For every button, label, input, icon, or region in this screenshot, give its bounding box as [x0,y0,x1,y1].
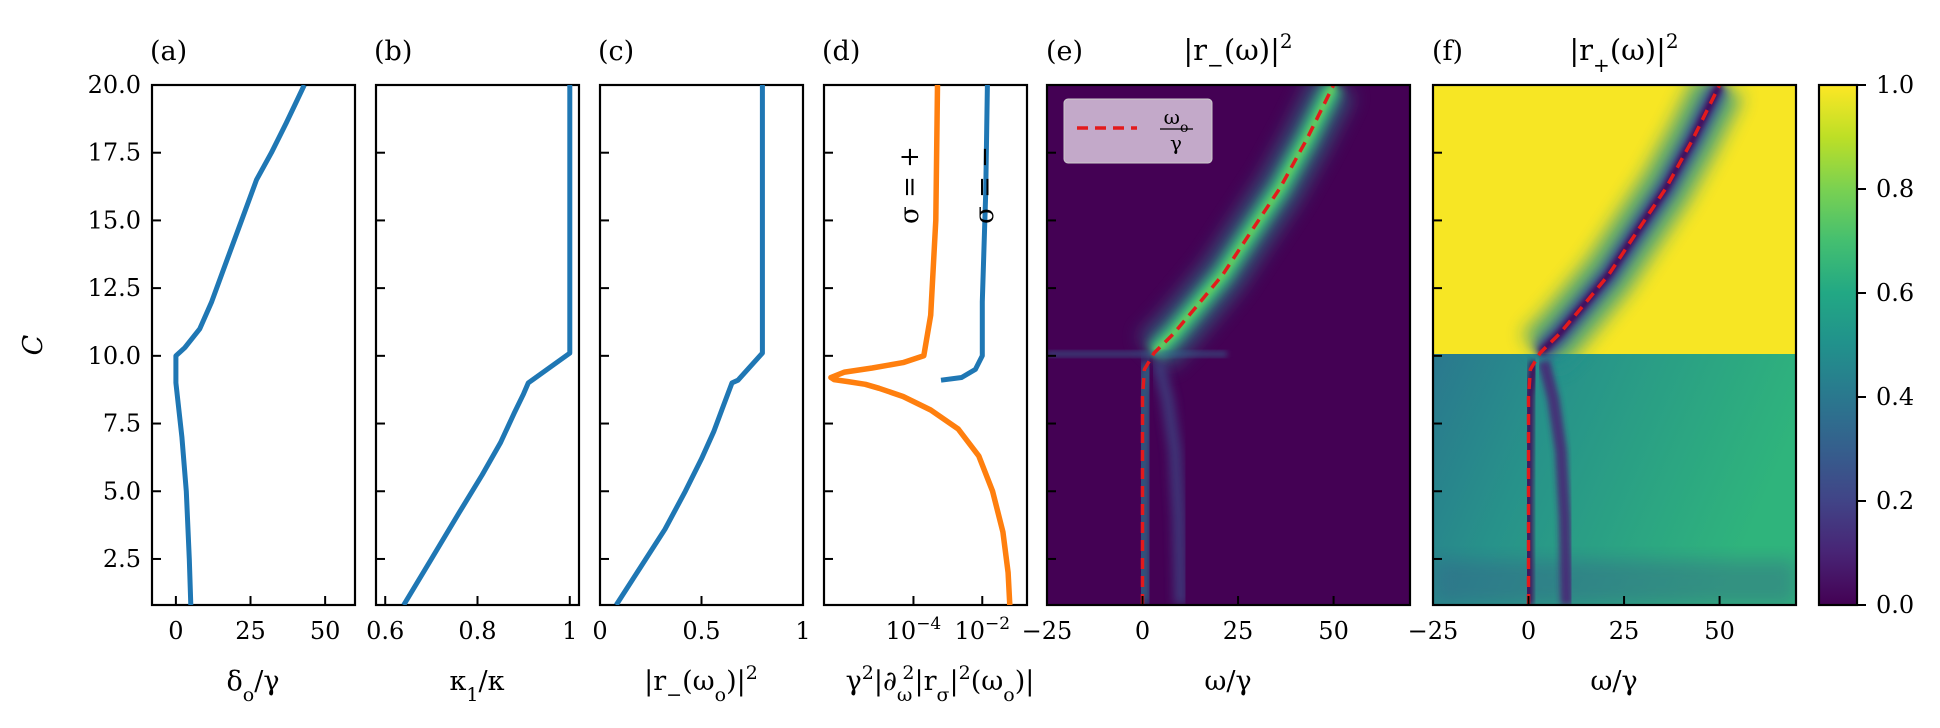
xtick-label: 0.5 [682,617,720,645]
panel-f-title: |r+(ω)|2 [1569,29,1678,77]
ytick-label: 7.5 [103,410,141,438]
panel-b-xlabel: κ1/κ [450,666,505,706]
annotation-sigma-plus: σ = + [895,146,925,224]
xtick-label: −25 [1022,617,1073,645]
colorbar-tick-label: 0.6 [1876,279,1914,307]
xtick-label: 0 [1135,617,1150,645]
panel-d-label: (d) [822,36,860,67]
xtick-label: 0 [592,617,607,645]
panel-d: (d) 10−4 10−2 σ = + σ = − γ2|∂ω2|rσ|2(ωo)… [822,36,1034,706]
xtick-label: 50 [310,617,341,645]
ytick-label: 10.0 [88,342,141,370]
xtick-label: 0 [168,617,183,645]
panel-c-label: (c) [598,36,634,67]
colorbar-tick-label: 1.0 [1876,71,1914,99]
xtick-label: 25 [235,617,266,645]
panel-b-frame [374,83,581,607]
xtick-label: 25 [1609,617,1640,645]
colorbar-tick-label: 0.0 [1876,591,1914,619]
xtick-label: −25 [1408,617,1459,645]
panel-b-label: (b) [374,36,412,67]
annotation-sigma-minus: σ = − [970,146,1000,224]
legend: ωo γ [1063,98,1213,164]
panel-f-xlabel: ω/γ [1590,666,1637,697]
xtick-label: 0.8 [458,617,496,645]
xtick-label: 50 [1318,617,1349,645]
xtick-label: 0 [1521,617,1536,645]
xtick-label: 1 [562,617,577,645]
panel-d-series-sigma-minus [940,85,990,383]
panel-d-series-sigma-plus [828,85,1013,605]
panel-c-series-line [614,85,765,605]
xtick-label: 10−2 [954,614,1010,645]
colorbar: 0.0 0.2 0.4 0.6 0.8 1.0 [1817,71,1914,619]
panel-e-xlabel: ω/γ [1204,666,1251,697]
ytick-label: 15.0 [88,206,141,234]
ytick-label: 5.0 [103,477,141,505]
panel-e-heatmap [1047,85,1410,605]
panel-e-omega-o-line [1140,85,1336,605]
colorbar-frame [1817,83,1859,607]
panel-e-frame [1045,83,1412,607]
colorbar-tick-label: 0.8 [1876,175,1914,203]
colorbar-tick-label: 0.4 [1876,383,1914,411]
panel-c: (c) 0 0.5 1 |r−(ωo)|2 [592,36,810,706]
xtick-label: 0.6 [366,617,404,645]
ylabel-C: C [18,334,49,355]
ytick-label: 2.5 [103,545,141,573]
panel-c-frame [598,83,805,607]
ytick-label: 20.0 [88,71,141,99]
panel-a-series-line [173,85,307,605]
ytick-label: 17.5 [88,139,141,167]
xtick-label: 10−4 [886,614,942,645]
panel-f-omega-o-line [1526,85,1722,605]
panel-b: (b) 0.6 0.8 1 κ1/κ [366,36,581,706]
panel-a-frame [150,83,357,607]
colorbar-gradient [1819,85,1857,605]
panel-e-label: (e) [1046,36,1083,67]
panel-b-series-line [401,85,573,605]
panel-a-xlabel: δo/γ [227,666,280,706]
legend-box [1063,98,1213,164]
panel-d-xlabel: γ2|∂ω2|rσ|2(ωo)| [846,662,1035,706]
xtick-label: 25 [1223,617,1254,645]
panel-a-label: (a) [150,36,187,67]
ytick-label: 12.5 [88,274,141,302]
legend-label-denominator: γ [1170,131,1182,155]
panel-e-title: |r−(ω)|2 [1183,29,1292,77]
panel-d-frame [822,83,1029,607]
panel-a: (a) 0 25 50 2.5 5.0 7.5 10.0 12.5 15.0 17.5 20.0 δ… [18,36,357,706]
colorbar-tick-label: 0.2 [1876,487,1914,515]
panel-f: (f) |r+(ω)|2 −25 0 25 50 ω/γ [1408,29,1798,697]
xtick-label: 50 [1704,617,1735,645]
panel-c-xlabel: |r−(ωo)|2 [644,662,758,706]
xtick-label: 1 [795,617,810,645]
panel-f-heatmap [1433,85,1796,605]
panel-e: (e) |r−(ω)|2 −25 0 25 50 ω/γ ωo γ [1022,29,1412,697]
panel-f-label: (f) [1432,36,1463,67]
panel-f-frame [1431,83,1798,607]
